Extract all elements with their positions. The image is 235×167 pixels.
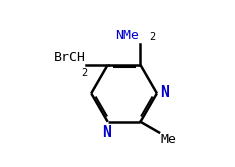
Text: BrCH: BrCH [54, 51, 86, 64]
Text: N: N [160, 85, 169, 100]
Text: 2: 2 [149, 32, 156, 42]
Text: Me: Me [161, 133, 177, 146]
Text: 2: 2 [81, 68, 87, 78]
Text: N: N [102, 125, 111, 140]
Text: NMe: NMe [115, 29, 139, 42]
